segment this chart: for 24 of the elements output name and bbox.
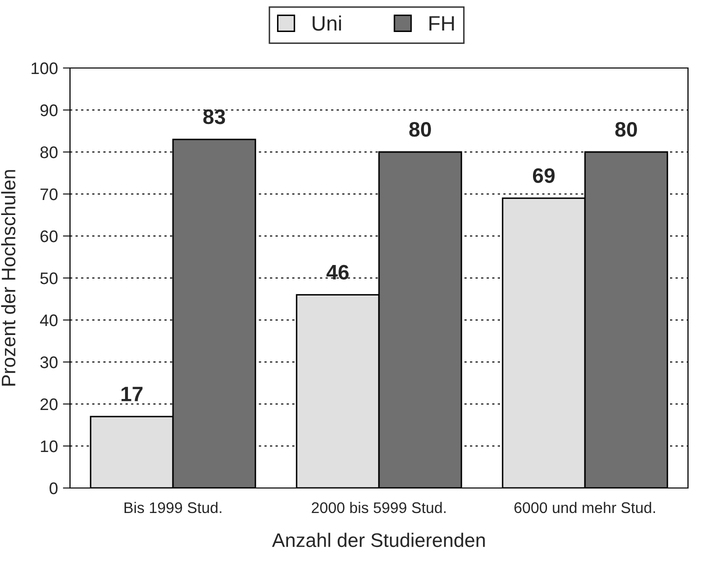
y-tick-label: 20 xyxy=(40,398,58,410)
y-tick-label: 40 xyxy=(40,314,58,326)
y-tick-label: 0 xyxy=(50,482,58,494)
x-axis-title: Anzahl der Studierenden xyxy=(272,532,485,548)
legend-label: FH xyxy=(429,16,454,31)
y-axis-title: Prozent der Hochschulen xyxy=(1,170,16,386)
data-label: 83 xyxy=(203,109,226,124)
data-label: 17 xyxy=(122,386,142,402)
y-tick-label: 70 xyxy=(40,188,58,200)
x-tick-label: 6000 und mehr Stud. xyxy=(514,502,655,514)
y-tick-label: 30 xyxy=(40,356,58,368)
data-label: 80 xyxy=(409,122,431,137)
data-label: 80 xyxy=(615,122,637,137)
data-label: 69 xyxy=(532,168,555,183)
data-label: 46 xyxy=(326,264,349,280)
y-tick-label: 50 xyxy=(40,272,58,284)
legend-label: Uni xyxy=(312,15,341,31)
y-tick-label: 90 xyxy=(40,104,58,116)
y-tick-label: 100 xyxy=(32,62,58,74)
x-tick-label: Bis 1999 Stud. xyxy=(124,502,222,514)
y-tick-label: 80 xyxy=(40,146,58,158)
x-tick-label: 2000 bis 5999 Stud. xyxy=(312,502,446,514)
y-tick-label: 10 xyxy=(40,440,58,452)
y-tick-label: 60 xyxy=(40,230,58,242)
